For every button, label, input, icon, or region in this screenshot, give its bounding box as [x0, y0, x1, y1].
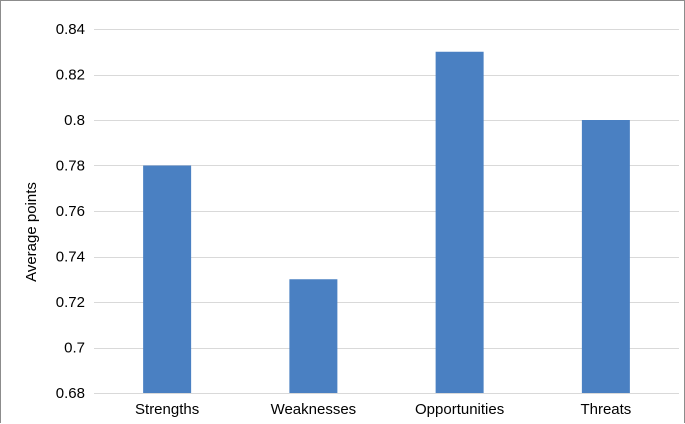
y-tick-label: 0.84 [56, 21, 85, 38]
bar-weaknesses [289, 279, 338, 393]
x-tick-label-threats: Threats [580, 401, 631, 418]
x-tick-label-strengths: Strengths [135, 401, 199, 418]
y-tick-label: 0.68 [56, 385, 85, 402]
gridlines [94, 29, 679, 394]
y-tick-label: 0.76 [56, 203, 85, 220]
y-axis-title: Average points [23, 182, 40, 282]
y-tick-label: 0.74 [56, 249, 85, 266]
y-tick-label: 0.82 [56, 67, 85, 84]
x-axis-tick-labels: Strengths Weaknesses Opportunities Threats [135, 401, 631, 418]
y-tick-label: 0.8 [64, 112, 85, 129]
y-tick-label: 0.72 [56, 294, 85, 311]
y-tick-label: 0.7 [64, 340, 85, 357]
bar-strengths [143, 165, 192, 393]
bar-opportunities [435, 51, 484, 393]
y-axis-tick-labels: 0.68 0.7 0.72 0.74 0.76 0.78 0.8 0.82 0.84 [56, 21, 85, 402]
x-tick-label-opportunities: Opportunities [415, 401, 504, 418]
x-tick-label-weaknesses: Weaknesses [271, 401, 357, 418]
bars [143, 51, 630, 393]
y-tick-label: 0.78 [56, 158, 85, 175]
bar-threats [581, 120, 630, 393]
